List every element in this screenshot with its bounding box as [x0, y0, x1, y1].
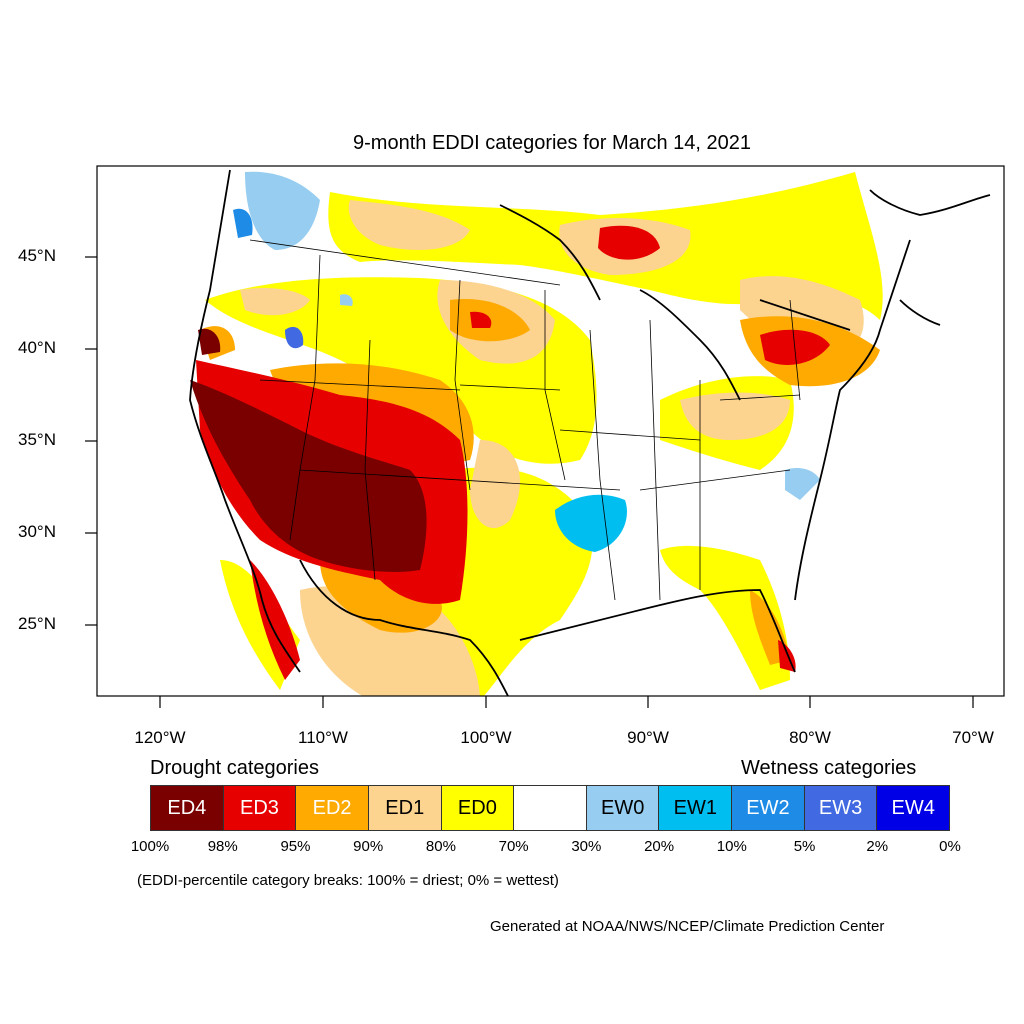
percentile-label: 30% [571, 838, 602, 855]
percentile-note: (EDDI-percentile category breaks: 100% =… [137, 872, 559, 889]
legend-swatch-ed0: ED0 [441, 786, 515, 830]
lon-ticks [159, 696, 974, 708]
percentile-label: 98% [207, 838, 238, 855]
percentile-label: 80% [425, 838, 456, 855]
lon-label-100: 100°W [460, 728, 512, 747]
percentile-label: 95% [280, 838, 311, 855]
legend-swatch-ed1: ED1 [368, 786, 442, 830]
map-fields [188, 168, 991, 696]
legend-swatch-ed4: ED4 [151, 786, 224, 830]
ed4-areas [190, 328, 427, 572]
drought-categories-heading: Drought categories [150, 757, 319, 779]
legend-swatch-ed3: ED3 [223, 786, 297, 830]
legend-swatch-ew4: EW4 [877, 786, 950, 830]
lon-label-70: 70°W [952, 728, 994, 747]
map-title: 9-month EDDI categories for March 14, 20… [353, 132, 751, 154]
lon-label-80: 80°W [789, 728, 831, 747]
legend-swatch-ew3: EW3 [804, 786, 878, 830]
percentile-label: 5% [793, 838, 816, 855]
percentile-label: 100% [130, 838, 170, 855]
lon-label-110: 110°W [298, 728, 348, 747]
legend-swatch-ew2: EW2 [732, 786, 805, 830]
lat-label-30: 30°N [18, 522, 56, 541]
lon-label-90: 90°W [627, 728, 669, 747]
legend-swatch-ew0: EW0 [586, 786, 660, 830]
wet-areas [233, 171, 820, 552]
coastlines [189, 169, 991, 696]
legend-swatch-ew1: EW1 [659, 786, 733, 830]
lat-ticks [85, 256, 97, 626]
wetness-categories-heading: Wetness categories [741, 757, 917, 779]
lat-label-40: 40°N [18, 338, 56, 357]
legend-swatch-ed2: ED2 [296, 786, 369, 830]
lon-label-120: 120°W [134, 728, 186, 747]
lat-label-35: 35°N [18, 430, 56, 449]
percentile-label: 70% [498, 838, 529, 855]
legend-swatch-normal [514, 786, 587, 830]
lat-label-45: 45°N [18, 246, 56, 265]
percentile-label: 10% [716, 838, 747, 855]
lat-label-25: 25°N [18, 614, 56, 633]
credit-line: Generated at NOAA/NWS/NCEP/Climate Predi… [490, 918, 885, 935]
category-colorbar: ED4 ED3 ED2 ED1 ED0 EW0 EW1 EW2 EW3 EW4 [150, 785, 950, 831]
map-frame [96, 165, 1005, 697]
percentile-label: 2% [866, 838, 889, 855]
percentile-label: 90% [353, 838, 384, 855]
percentile-label: 0% [939, 838, 961, 855]
state-borders [249, 239, 801, 601]
percentile-label: 20% [644, 838, 675, 855]
